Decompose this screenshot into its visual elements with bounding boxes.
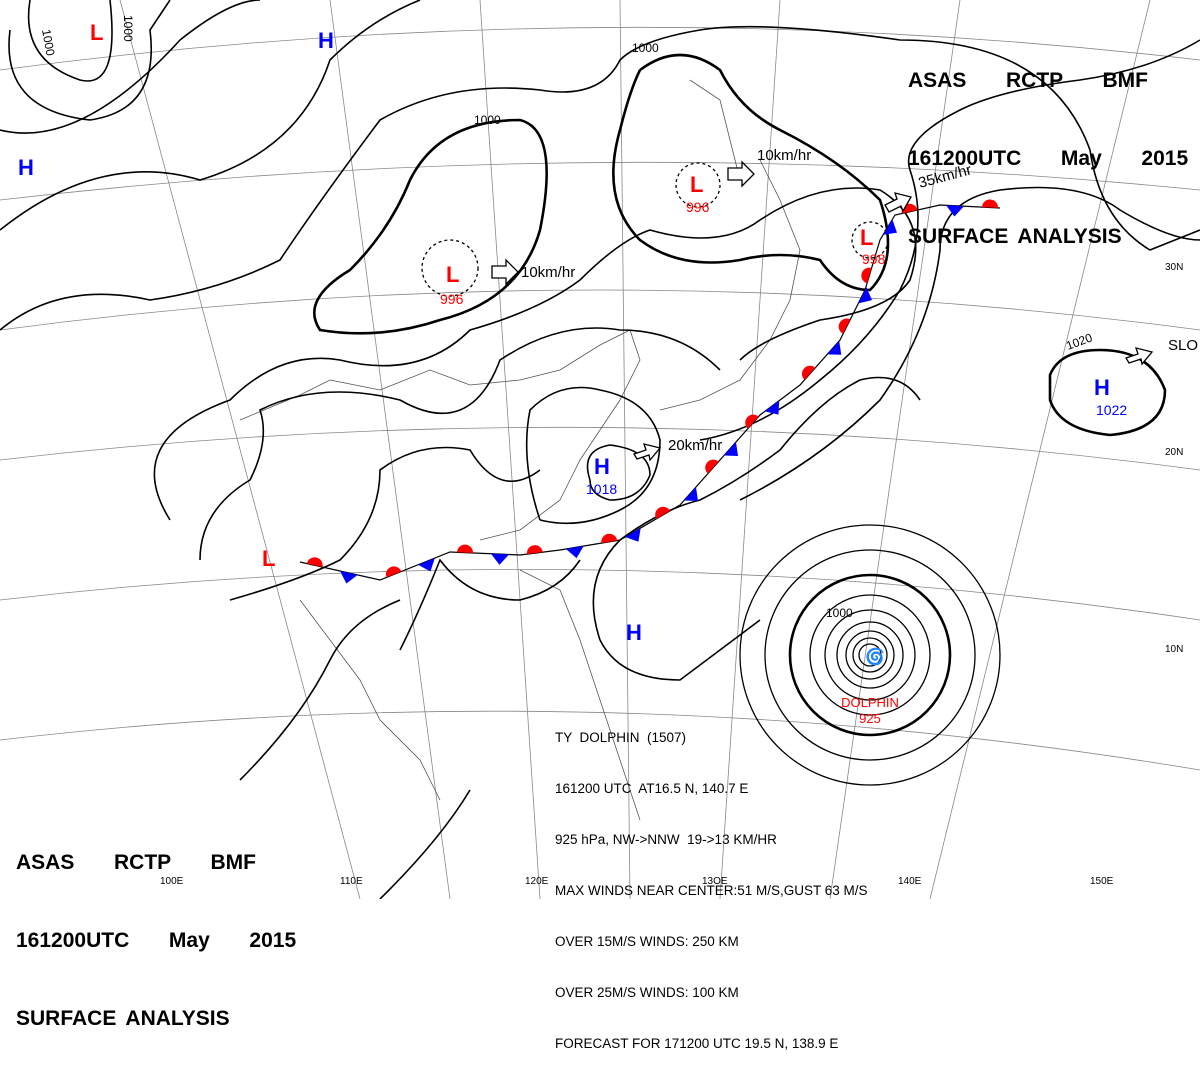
high-pressure-value: 1022: [1096, 402, 1127, 418]
cold-front-triangle: [723, 442, 739, 456]
low-pressure-value: 998: [862, 251, 886, 267]
movement-speed: 20km/hr: [668, 437, 722, 454]
low-center: L: [90, 20, 103, 45]
typhoon-info-line: OVER 15M/S WINDS: 250 KM: [555, 934, 739, 949]
isobar-label: 1000: [826, 606, 853, 620]
low-pressure-value: 996: [686, 199, 710, 215]
low-pressure-value: 996: [440, 291, 464, 307]
movement-speed: SLO: [1168, 337, 1198, 354]
warm-front-semicircle: [981, 199, 998, 208]
cold-front-triangle: [340, 571, 358, 584]
warm-front-semicircle: [456, 544, 473, 553]
lat-label-20n: 20N: [1165, 447, 1183, 458]
title-line: ASAS RCTP BMF: [908, 69, 1148, 92]
movement-arrow-icon: [884, 192, 912, 213]
lat-label-10n: 10N: [1165, 644, 1183, 655]
title-line: 161200UTC May 2015: [16, 929, 297, 952]
typhoon-info-line: MAX WINDS NEAR CENTER:51 M/S,GUST 63 M/S: [555, 883, 868, 898]
warm-front-semicircle: [745, 414, 759, 429]
weather-map: 30N 20N 10N 100E 110E 120E 13OE 140E 150…: [0, 0, 1200, 899]
typhoon-info-line: OVER 25M/S WINDS: 100 KM: [555, 985, 739, 1000]
isobar-label: 1000: [39, 28, 57, 57]
low-center: L: [262, 546, 275, 571]
lon-label-100e: 100E: [160, 876, 184, 887]
lon-label-130e: 13OE: [702, 876, 728, 887]
title-line: 161200UTC May 2015: [908, 147, 1189, 170]
lat-lon-grid: [0, 0, 1200, 899]
cold-front-triangle: [764, 400, 780, 415]
cold-front-triangle: [565, 546, 584, 559]
warm-front-semicircle: [306, 557, 323, 568]
map-title-bottom: ASAS RCTP BMF 161200UTC May 2015 SURFACE…: [16, 798, 296, 1058]
warm-front-semicircle: [705, 459, 719, 474]
warm-front-semicircle: [385, 566, 402, 578]
warm-front-semicircle: [601, 533, 618, 544]
cold-front-triangle: [683, 487, 699, 501]
low-center: L: [860, 225, 873, 250]
high-center: H: [318, 28, 334, 53]
warm-front-semicircle: [655, 506, 671, 519]
movement-speed: 10km/hr: [521, 264, 575, 281]
typhoon-pressure: 925: [859, 711, 881, 726]
cold-front-triangle: [827, 340, 842, 355]
isobar-label: 1000: [474, 113, 501, 127]
movement-arrow-icon: [633, 443, 662, 462]
movement-arrow-icon: [491, 258, 519, 286]
warm-front-semicircle: [526, 545, 543, 555]
high-pressure-value: 1018: [586, 481, 617, 497]
cold-front-triangle: [945, 205, 964, 217]
typhoon-isobars: [739, 524, 1001, 786]
lon-label-140e: 140E: [898, 876, 922, 887]
typhoon-info: TY DOLPHIN (1507) 161200 UTC AT16.5 N, 1…: [555, 695, 868, 1069]
lon-label-120e: 120E: [525, 876, 549, 887]
low-center: L: [446, 262, 459, 287]
typhoon-name: DOLPHIN: [841, 695, 899, 710]
isobar-label: 1000: [121, 15, 135, 42]
typhoon-info-line: FORECAST FOR 171200 UTC 19.5 N, 138.9 E: [555, 1036, 839, 1051]
warm-front-semicircle: [861, 267, 872, 284]
high-center: H: [626, 620, 642, 645]
typhoon-info-line: TY DOLPHIN (1507): [555, 730, 687, 745]
map-title-top: ASAS RCTP BMF 161200UTC May 2015 SURFACE…: [908, 16, 1188, 276]
isobar-label: 1000: [632, 41, 659, 55]
stationary-front: [299, 199, 1001, 584]
lon-label-110e: 110E: [340, 876, 363, 887]
cold-front-triangle: [418, 558, 435, 572]
high-center: H: [18, 155, 34, 180]
title-line: SURFACE ANALYSIS: [16, 1007, 230, 1030]
title-line: SURFACE ANALYSIS: [908, 225, 1122, 248]
warm-front-semicircle: [838, 318, 851, 334]
low-center: L: [690, 172, 703, 197]
typhoon-info-line: 161200 UTC AT16.5 N, 140.7 E: [555, 781, 749, 796]
cold-front-triangle: [883, 219, 897, 235]
movement-arrow-icon: [727, 160, 755, 188]
high-center: H: [1094, 375, 1110, 400]
cold-front-triangle: [490, 553, 509, 565]
isobars: [0, 0, 1200, 899]
high-center: H: [594, 454, 610, 479]
movement-arrow-icon: [1125, 347, 1154, 366]
typhoon-info-line: 925 hPa, NW->NNW 19->13 KM/HR: [555, 832, 777, 847]
lon-label-150e: 150E: [1090, 876, 1114, 887]
title-line: ASAS RCTP BMF: [16, 851, 256, 874]
movement-speed: 10km/hr: [757, 147, 811, 164]
lat-label-30n: 30N: [1165, 262, 1183, 273]
warm-front-semicircle: [801, 365, 816, 380]
cold-front-triangle: [625, 527, 641, 542]
typhoon-symbol-icon: 🌀: [865, 647, 885, 666]
cold-front-triangle: [858, 287, 873, 304]
